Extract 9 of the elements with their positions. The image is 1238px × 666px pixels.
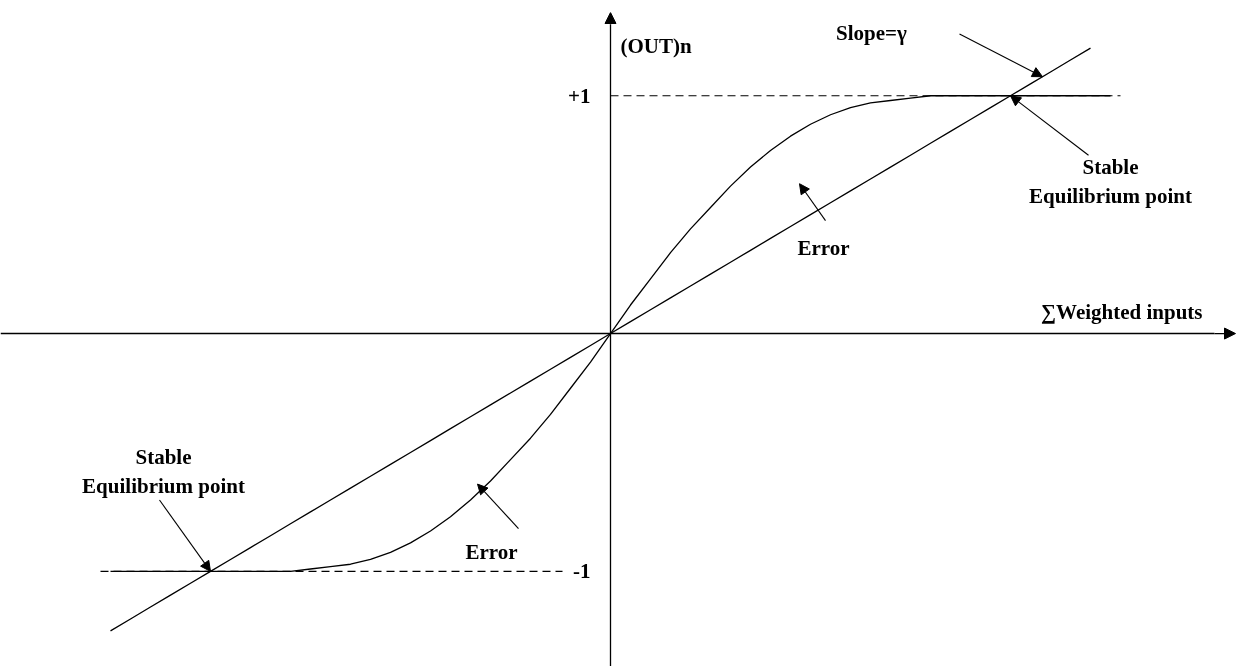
y-axis-title: (OUT)n	[620, 33, 692, 58]
annotation: Error	[797, 235, 850, 260]
annotation: Stable Equilibrium point	[82, 445, 245, 498]
annotation: Stable Equilibrium point	[1029, 154, 1192, 208]
annotation: Error	[465, 540, 518, 565]
y-tick-label: +1	[568, 83, 591, 108]
annotation: Slope=γ	[836, 20, 908, 45]
y-tick-label: -1	[573, 559, 591, 584]
x-axis-title: ∑Weighted inputs	[1041, 299, 1203, 324]
